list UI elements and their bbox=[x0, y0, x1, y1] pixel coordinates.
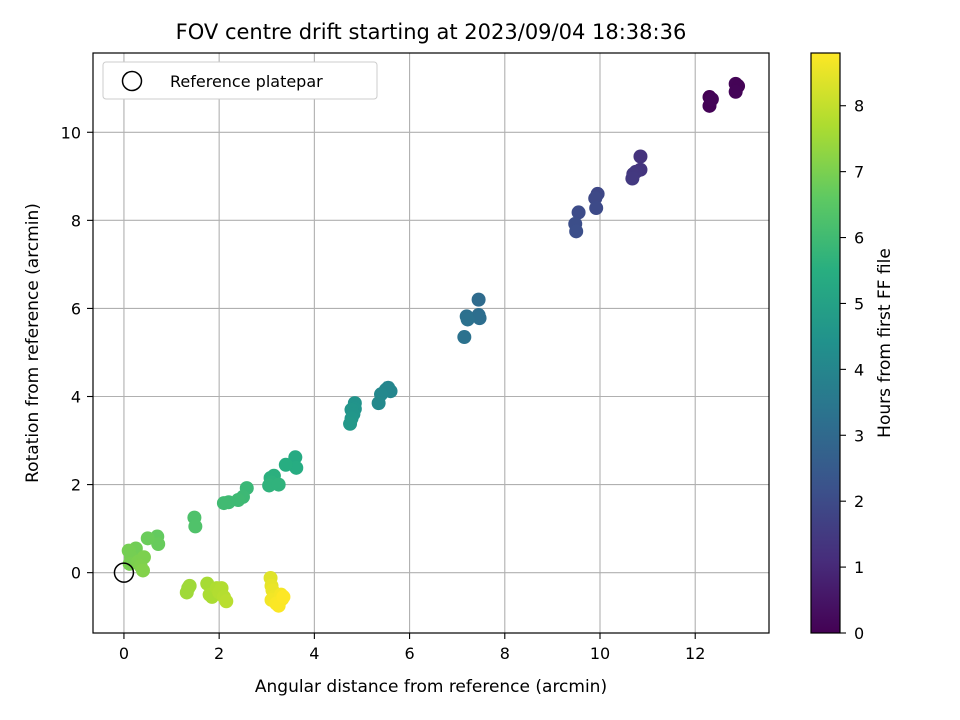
colorbar-label: Hours from first FF file bbox=[875, 248, 895, 438]
data-point bbox=[728, 84, 743, 99]
colorbar-tick-label: 8 bbox=[854, 97, 864, 116]
reference-point bbox=[113, 562, 135, 583]
x-axis-label: Angular distance from reference (arcmin) bbox=[255, 677, 607, 697]
data-point bbox=[151, 537, 166, 552]
data-point bbox=[471, 292, 486, 307]
x-tick-label: 6 bbox=[404, 644, 414, 663]
data-point bbox=[472, 311, 487, 326]
colorbar bbox=[810, 52, 841, 634]
y-axis-label: Rotation from reference (arcmin) bbox=[23, 203, 43, 483]
plot-frame bbox=[92, 52, 770, 634]
x-tick-label: 0 bbox=[119, 644, 129, 663]
y-axis-ticks: 0 2 4 6 8 10 bbox=[61, 123, 93, 583]
data-point bbox=[188, 519, 203, 534]
data-point bbox=[633, 149, 648, 164]
x-tick-label: 10 bbox=[590, 644, 610, 663]
y-tick-label: 0 bbox=[71, 564, 81, 583]
x-tick-label: 12 bbox=[685, 644, 705, 663]
colorbar-tick-label: 2 bbox=[854, 492, 864, 511]
data-point bbox=[343, 416, 358, 431]
x-tick-label: 4 bbox=[309, 644, 319, 663]
legend-entry-reference: Reference platepar bbox=[170, 72, 323, 91]
data-point bbox=[276, 589, 291, 604]
data-point bbox=[569, 224, 584, 239]
legend-box bbox=[102, 61, 378, 100]
data-point bbox=[135, 563, 150, 578]
legend-marker bbox=[121, 70, 143, 92]
colorbar-tick-label: 7 bbox=[854, 163, 864, 182]
colorbar-tick-label: 0 bbox=[854, 624, 864, 643]
gridlines bbox=[93, 53, 769, 633]
y-tick-label: 4 bbox=[71, 388, 81, 407]
data-point bbox=[271, 477, 286, 492]
x-axis-ticks: 0 2 4 6 8 10 12 bbox=[119, 633, 705, 663]
data-point bbox=[278, 457, 293, 472]
data-point bbox=[460, 312, 475, 327]
chart-title: FOV centre drift starting at 2023/09/04 … bbox=[176, 20, 687, 44]
colorbar-tick-label: 1 bbox=[854, 558, 864, 577]
colorbar-tick-label: 5 bbox=[854, 294, 864, 313]
data-point bbox=[589, 201, 604, 216]
colorbar-tick-label: 3 bbox=[854, 426, 864, 445]
y-tick-label: 10 bbox=[61, 123, 81, 142]
colorbar-tick-label: 6 bbox=[854, 229, 864, 248]
legend: Reference platepar bbox=[102, 61, 378, 100]
x-tick-label: 2 bbox=[214, 644, 224, 663]
data-point bbox=[371, 396, 386, 411]
data-point bbox=[288, 450, 303, 465]
data-point bbox=[457, 330, 472, 345]
colorbar-ticks: 0 1 2 3 4 5 6 7 8 bbox=[840, 97, 864, 643]
data-point bbox=[704, 92, 719, 107]
y-tick-label: 6 bbox=[71, 299, 81, 318]
data-point bbox=[625, 171, 640, 186]
data-point bbox=[216, 496, 231, 511]
data-points bbox=[121, 76, 746, 613]
data-point bbox=[182, 578, 197, 593]
data-point bbox=[140, 531, 155, 546]
y-tick-label: 2 bbox=[71, 476, 81, 495]
x-tick-label: 8 bbox=[500, 644, 510, 663]
data-point bbox=[219, 594, 234, 609]
colorbar-tick-label: 4 bbox=[854, 360, 864, 379]
y-tick-label: 8 bbox=[71, 211, 81, 230]
data-point bbox=[571, 205, 586, 220]
